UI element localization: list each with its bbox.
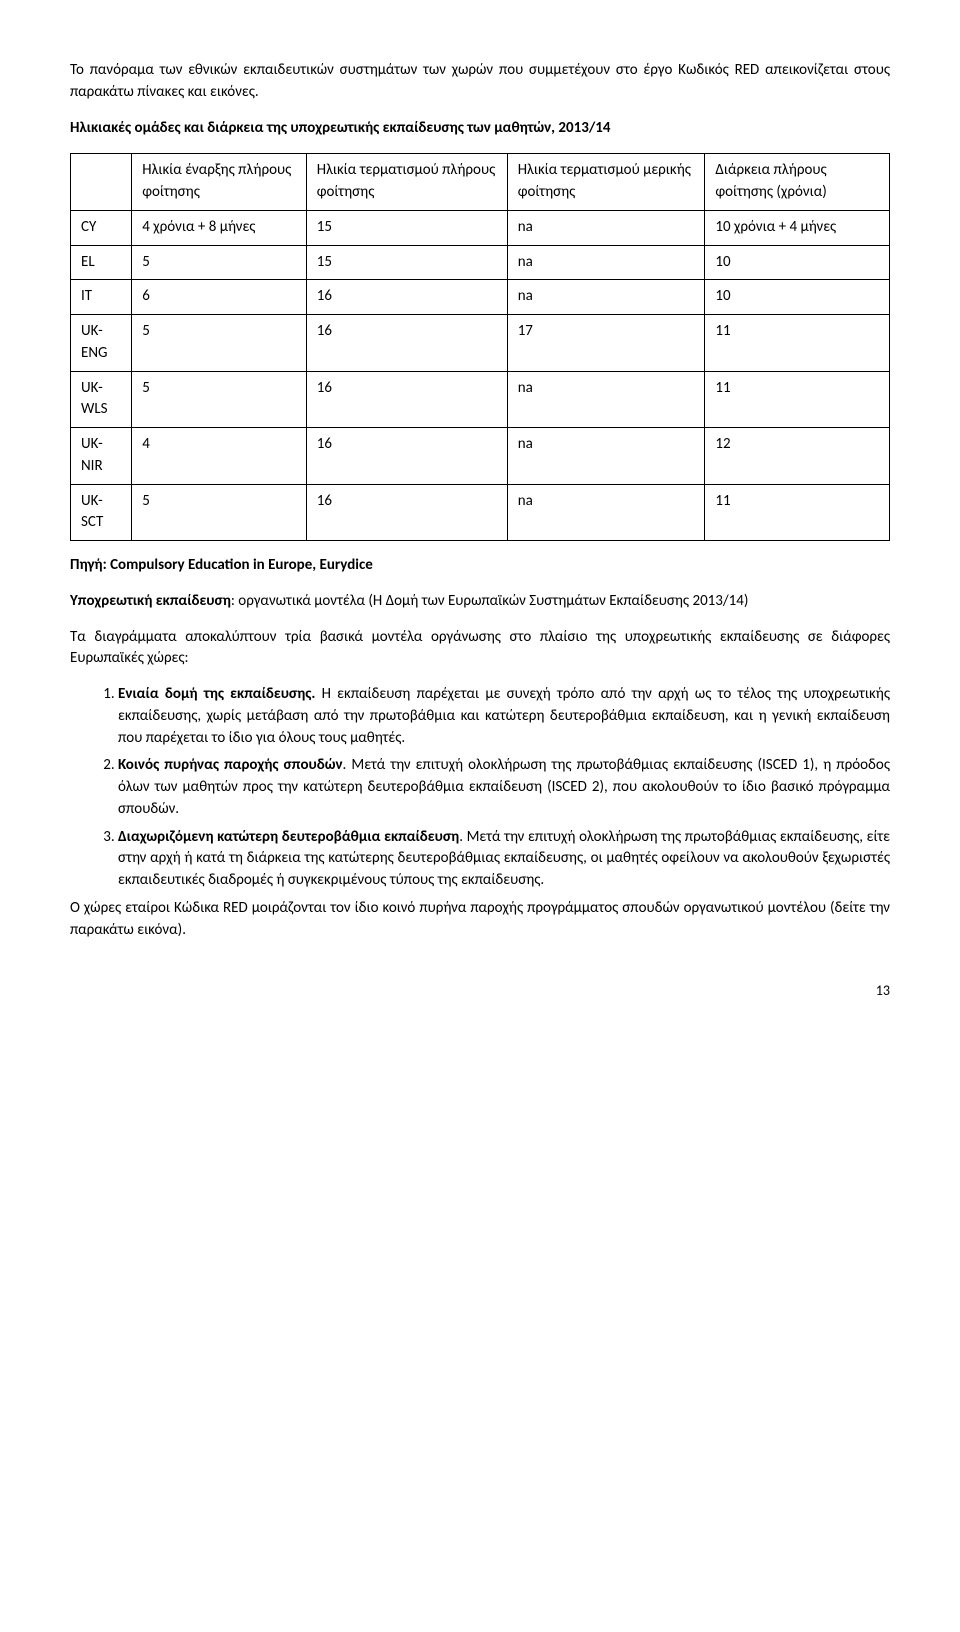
table-cell: 11 xyxy=(705,484,890,541)
list-item: Κοινός πυρήνας παροχής σπουδών. Μετά την… xyxy=(118,755,890,820)
table-source: Πηγή: Compulsory Education in Europe, Eu… xyxy=(70,555,890,577)
table-header: Διάρκεια πλήρους φοίτησης (χρόνια) xyxy=(705,154,890,211)
intro-paragraph-2: Ηλικιακές ομάδες και διάρκεια της υποχρε… xyxy=(70,118,890,140)
table-cell: CY xyxy=(71,210,132,245)
table-row: UK-SCT 5 16 na 11 xyxy=(71,484,890,541)
table-cell: 10 xyxy=(705,245,890,280)
table-row: UK-ENG 5 16 17 11 xyxy=(71,315,890,372)
table-cell: 10 xyxy=(705,280,890,315)
table-cell: na xyxy=(507,428,705,485)
list-item-bold: Κοινός πυρήνας παροχής σπουδών xyxy=(118,756,343,774)
diagrams-paragraph: Τα διαγράμματα αποκαλύπτουν τρία βασικά … xyxy=(70,627,890,671)
table-header: Ηλικία έναρξης πλήρους φοίτησης xyxy=(132,154,307,211)
table-header: Ηλικία τερματισμού πλήρους φοίτησης xyxy=(306,154,507,211)
table-header: Ηλικία τερματισμού μερικής φοίτησης xyxy=(507,154,705,211)
education-table: Ηλικία έναρξης πλήρους φοίτησης Ηλικία τ… xyxy=(70,153,890,541)
table-cell: 16 xyxy=(306,280,507,315)
table-cell: 16 xyxy=(306,315,507,372)
table-cell: 4 xyxy=(132,428,307,485)
table-cell: UK-ENG xyxy=(71,315,132,372)
table-cell: 11 xyxy=(705,371,890,428)
mandatory-edu-bold: Υποχρεωτική εκπαίδευση xyxy=(70,592,231,610)
list-item-bold: Ενιαία δομή της εκπαίδευσης. xyxy=(118,685,315,703)
closing-paragraph: Ο χώρες εταίροι Κώδικα RED μοιράζονται τ… xyxy=(70,898,890,942)
list-item: Διαχωριζόμενη κατώτερη δευτεροβάθμια εκπ… xyxy=(118,827,890,892)
table-cell: 6 xyxy=(132,280,307,315)
table-cell: na xyxy=(507,245,705,280)
table-cell: 5 xyxy=(132,484,307,541)
table-cell: na xyxy=(507,280,705,315)
table-cell: EL xyxy=(71,245,132,280)
table-cell: 5 xyxy=(132,315,307,372)
mandatory-edu-paragraph: Υποχρεωτική εκπαίδευση: οργανωτικά μοντέ… xyxy=(70,591,890,613)
table-row: CY 4 χρόνια + 8 μήνες 15 na 10 χρόνια + … xyxy=(71,210,890,245)
table-cell: 5 xyxy=(132,245,307,280)
table-cell: UK-WLS xyxy=(71,371,132,428)
table-row: UK-NIR 4 16 na 12 xyxy=(71,428,890,485)
table-cell: na xyxy=(507,210,705,245)
models-list: Ενιαία δομή της εκπαίδευσης. Η εκπαίδευσ… xyxy=(70,684,890,892)
table-cell: 5 xyxy=(132,371,307,428)
table-cell: 17 xyxy=(507,315,705,372)
table-row: EL 5 15 na 10 xyxy=(71,245,890,280)
table-cell: na xyxy=(507,484,705,541)
table-cell: 10 χρόνια + 4 μήνες xyxy=(705,210,890,245)
table-header-row: Ηλικία έναρξης πλήρους φοίτησης Ηλικία τ… xyxy=(71,154,890,211)
table-row: IT 6 16 na 10 xyxy=(71,280,890,315)
table-cell: UK-SCT xyxy=(71,484,132,541)
page-number: 13 xyxy=(70,981,890,1001)
table-cell: na xyxy=(507,371,705,428)
table-cell: IT xyxy=(71,280,132,315)
table-cell: 16 xyxy=(306,428,507,485)
table-cell: UK-NIR xyxy=(71,428,132,485)
table-cell: 12 xyxy=(705,428,890,485)
table-cell: 11 xyxy=(705,315,890,372)
list-item: Ενιαία δομή της εκπαίδευσης. Η εκπαίδευσ… xyxy=(118,684,890,749)
mandatory-edu-rest: : οργανωτικά μοντέλα (Η Δομή των Ευρωπαϊ… xyxy=(231,592,749,610)
list-item-bold: Διαχωριζόμενη κατώτερη δευτεροβάθμια εκπ… xyxy=(118,828,459,846)
table-row: UK-WLS 5 16 na 11 xyxy=(71,371,890,428)
table-cell: 4 χρόνια + 8 μήνες xyxy=(132,210,307,245)
table-cell: 15 xyxy=(306,210,507,245)
table-cell: 16 xyxy=(306,484,507,541)
table-header xyxy=(71,154,132,211)
table-cell: 15 xyxy=(306,245,507,280)
intro-paragraph-1: Το πανόραμα των εθνικών εκπαιδευτικών συ… xyxy=(70,60,890,104)
table-cell: 16 xyxy=(306,371,507,428)
